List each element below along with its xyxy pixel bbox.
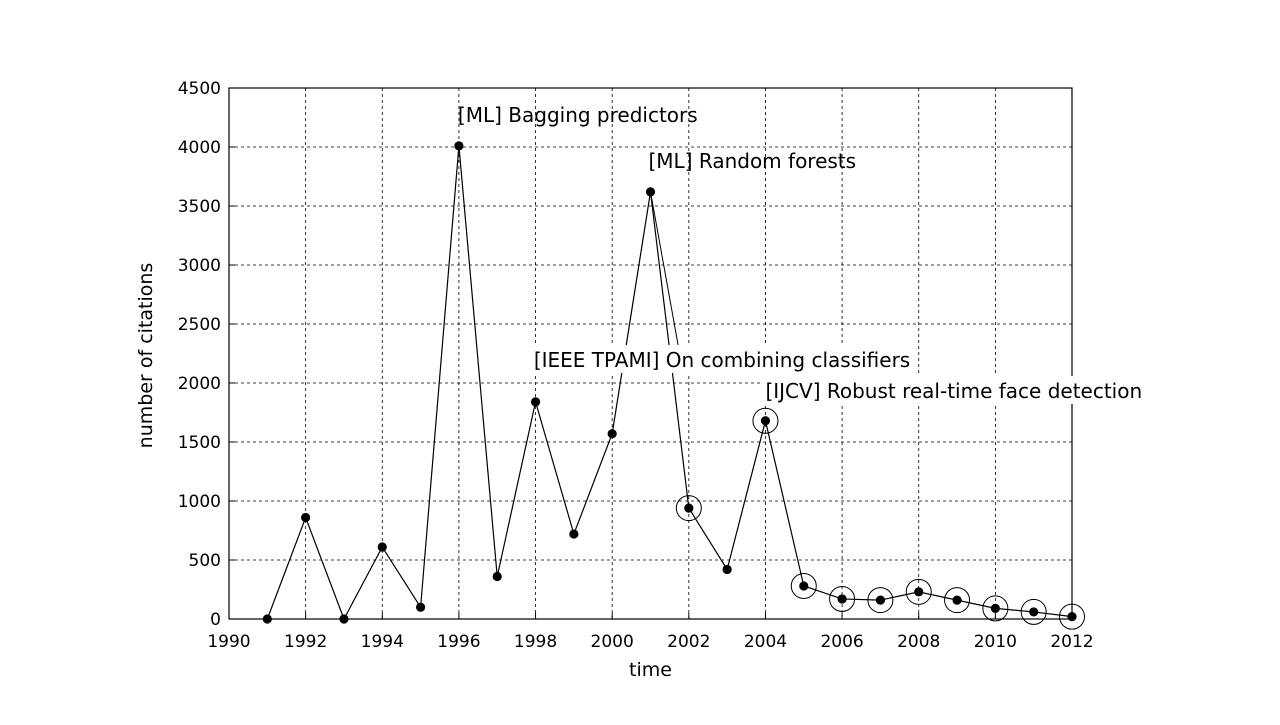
x-tick-label: 2010 xyxy=(974,632,1017,652)
data-point xyxy=(799,581,809,591)
highlight-circle xyxy=(829,585,856,612)
y-axis-label: number of citations xyxy=(135,263,157,449)
y-tick-label: 1000 xyxy=(178,492,221,512)
data-point xyxy=(607,429,617,439)
annotation-label: [ML] Random forests xyxy=(649,149,857,173)
data-point xyxy=(262,614,272,624)
data-point xyxy=(415,602,426,612)
annotation-connector xyxy=(650,191,680,350)
y-tick-label: 1500 xyxy=(178,433,221,453)
data-point xyxy=(645,187,656,197)
highlight-circle xyxy=(867,587,894,614)
x-tick-label: 1998 xyxy=(514,632,557,652)
highlight-circle xyxy=(944,587,971,614)
highlight-circle xyxy=(675,495,702,522)
y-tick-label: 0 xyxy=(210,610,221,630)
annotation-label: [IJCV] Robust real-time face detection xyxy=(765,379,1142,403)
highlight-circle xyxy=(1059,603,1085,630)
data-point xyxy=(722,564,732,575)
data-point xyxy=(760,416,771,426)
tick-layer: 1990 1992 1994 1996 1998 2000 2002 2004 2006 2008… xyxy=(178,79,1094,652)
y-tick-label: 4500 xyxy=(178,79,221,99)
x-tick-label: 1994 xyxy=(361,632,404,652)
data-point xyxy=(492,571,502,582)
x-tick-label: 2002 xyxy=(667,632,710,652)
x-axis-label: time xyxy=(629,659,672,681)
data-point xyxy=(875,595,886,605)
y-tick-label: 3500 xyxy=(178,197,221,217)
y-tick-label: 2000 xyxy=(178,374,221,394)
data-point xyxy=(301,512,311,523)
highlight-circle xyxy=(982,595,1009,622)
annotation-lines xyxy=(650,191,680,350)
annotation-backdrop xyxy=(761,376,1158,404)
x-tick-label: 1990 xyxy=(207,632,250,652)
plot-frame xyxy=(228,87,1073,620)
x-tick-label: 2006 xyxy=(820,632,863,652)
data-point xyxy=(952,595,962,605)
annotation-text-layer: [ML] Bagging predictors [ML] Random fores… xyxy=(458,103,1158,404)
data-point xyxy=(914,587,924,597)
y-tick-label: 500 xyxy=(189,551,221,571)
data-point xyxy=(569,529,579,539)
data-point xyxy=(377,542,387,552)
annotation-label: [ML] Bagging predictors xyxy=(458,103,698,127)
x-tick-label: 1992 xyxy=(284,632,327,652)
data-point xyxy=(1029,607,1039,617)
data-point xyxy=(454,141,464,151)
data-point xyxy=(990,603,1000,613)
point-layer xyxy=(262,141,1085,630)
data-point xyxy=(339,614,349,624)
annotation-backdrop xyxy=(529,345,916,373)
data-point xyxy=(684,503,694,513)
highlight-circle xyxy=(790,572,817,599)
highlight-circle xyxy=(905,578,932,605)
x-tick-label: 2008 xyxy=(897,632,940,652)
y-tick-label: 4000 xyxy=(178,138,221,158)
y-tick-label: 3000 xyxy=(178,256,221,276)
data-point xyxy=(530,397,541,407)
x-tick-label: 1996 xyxy=(437,632,480,652)
x-tick-label: 2012 xyxy=(1050,632,1093,652)
data-point xyxy=(837,594,847,604)
data-point xyxy=(1067,612,1077,622)
highlight-circle xyxy=(1020,598,1047,625)
y-tick-label: 2500 xyxy=(178,315,221,335)
x-tick-label: 2000 xyxy=(591,632,634,652)
x-tick-label: 2004 xyxy=(744,632,787,652)
annotation-label: [IEEE TPAMI] On combining classifiers xyxy=(534,348,910,372)
highlight-circle xyxy=(752,407,779,434)
